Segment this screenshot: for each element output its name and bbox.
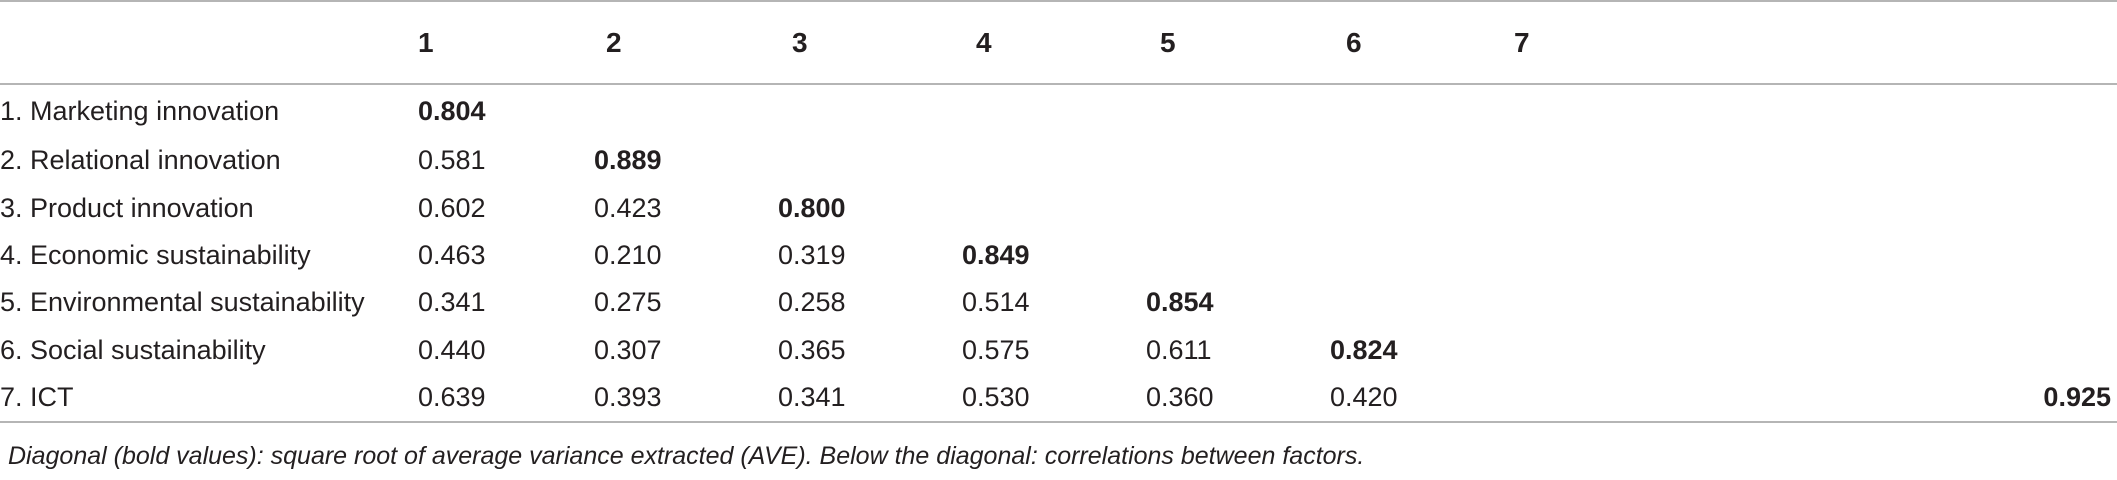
column-header: 1	[418, 26, 434, 58]
row-label: 4. Economic sustainability	[0, 239, 311, 270]
table-cell: 0.639	[418, 381, 486, 412]
table-row: 3. Product innovation 0.602 0.423 0.800	[0, 184, 2117, 231]
table-cell: 0.530	[962, 381, 1030, 412]
table-cell: 0.319	[778, 239, 846, 270]
table-cell: 0.341	[778, 381, 846, 412]
table-cell: 0.393	[594, 381, 662, 412]
table-cell: 0.602	[418, 192, 486, 223]
table-cell: 0.423	[594, 192, 662, 223]
table-row: 7. ICT 0.639 0.393 0.341 0.530 0.360 0.4…	[0, 374, 2117, 422]
table-cell: 0.889	[594, 145, 662, 176]
table-cell	[1146, 184, 1330, 231]
table-cell	[594, 84, 778, 137]
table-row: 4. Economic sustainability 0.463 0.210 0…	[0, 232, 2117, 279]
column-header: 4	[976, 26, 992, 58]
table-cell: 0.854	[1146, 287, 1214, 318]
table-cell	[778, 84, 962, 137]
correlation-table: 1 2 3 4 5 6 7 1. Marketing innovation 0.…	[0, 1, 2117, 422]
column-header: 3	[792, 26, 808, 58]
table-cell	[1146, 232, 1330, 279]
table-cell: 0.581	[418, 145, 486, 176]
row-label: 2. Relational innovation	[0, 145, 281, 176]
table-cell	[1514, 137, 2117, 184]
table-cell	[962, 184, 1146, 231]
table-cell	[1146, 137, 1330, 184]
table-cell	[962, 137, 1146, 184]
column-header: 7	[1514, 26, 1530, 58]
table-cell	[1330, 232, 1514, 279]
table-cell	[1330, 137, 1514, 184]
header-row: 1 2 3 4 5 6 7	[0, 1, 2117, 84]
row-label: 7. ICT	[0, 381, 74, 412]
row-label: 6. Social sustainability	[0, 334, 266, 365]
column-header: 5	[1160, 26, 1176, 58]
table-row: 2. Relational innovation 0.581 0.889	[0, 137, 2117, 184]
table-cell	[1514, 232, 2117, 279]
table-row: 5. Environmental sustainability 0.341 0.…	[0, 279, 2117, 326]
header-corner	[0, 1, 410, 84]
table-cell: 0.804	[418, 95, 486, 126]
table-header: 1 2 3 4 5 6 7	[0, 1, 2117, 84]
table-cell: 0.365	[778, 334, 846, 365]
table-cell: 0.463	[418, 239, 486, 270]
column-header: 6	[1346, 26, 1362, 58]
table-cell	[1330, 279, 1514, 326]
row-label: 3. Product innovation	[0, 192, 254, 223]
column-header: 2	[606, 26, 622, 58]
table-cell: 0.210	[594, 239, 662, 270]
table-cell: 0.849	[962, 239, 1030, 270]
table-cell: 0.440	[418, 334, 486, 365]
row-label: 1. Marketing innovation	[0, 95, 280, 126]
table-cell: 0.611	[1146, 334, 1212, 365]
table-cell: 0.258	[778, 287, 846, 318]
table-cell	[1514, 279, 2117, 326]
table-footnote: Diagonal (bold values): square root of a…	[8, 442, 1365, 470]
table-cell: 0.341	[418, 287, 486, 318]
table-cell	[962, 84, 1146, 137]
table-cell: 0.514	[962, 287, 1030, 318]
table-cell: 0.925	[2043, 381, 2111, 412]
table-cell: 0.360	[1146, 381, 1214, 412]
table-cell: 0.824	[1330, 334, 1398, 365]
table-cell: 0.575	[962, 334, 1030, 365]
table-row: 1. Marketing innovation 0.804	[0, 84, 2117, 137]
table-cell	[1514, 184, 2117, 231]
table-cell	[1330, 84, 1514, 137]
table-cell	[1514, 84, 2117, 137]
table-row: 6. Social sustainability 0.440 0.307 0.3…	[0, 327, 2117, 374]
table-cell	[778, 137, 962, 184]
table-cell: 0.420	[1330, 381, 1398, 412]
table-body: 1. Marketing innovation 0.804 2. Relatio…	[0, 84, 2117, 422]
table-cell	[1146, 84, 1330, 137]
table-cell: 0.800	[778, 192, 846, 223]
row-label: 5. Environmental sustainability	[0, 287, 365, 318]
table-cell	[1330, 184, 1514, 231]
table-cell	[1514, 327, 2117, 374]
table-cell: 0.275	[594, 287, 662, 318]
table-cell: 0.307	[594, 334, 662, 365]
